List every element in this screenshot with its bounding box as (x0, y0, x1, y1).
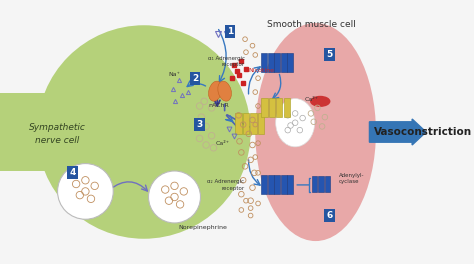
Circle shape (57, 164, 113, 219)
FancyBboxPatch shape (276, 98, 283, 117)
Text: Smooth muscle cell: Smooth muscle cell (266, 20, 356, 29)
Text: 6: 6 (327, 211, 333, 220)
Text: 2: 2 (192, 74, 198, 83)
FancyBboxPatch shape (311, 176, 317, 192)
FancyBboxPatch shape (268, 175, 273, 195)
Text: α₂ Adrenergic
receptor: α₂ Adrenergic receptor (207, 179, 244, 191)
FancyBboxPatch shape (269, 98, 275, 117)
Text: Ca²⁺: Ca²⁺ (305, 97, 319, 102)
Circle shape (148, 171, 201, 223)
FancyBboxPatch shape (262, 98, 268, 117)
Text: 1: 1 (227, 27, 233, 36)
Text: nAChR: nAChR (209, 103, 229, 108)
FancyArrow shape (369, 119, 426, 145)
Ellipse shape (255, 23, 376, 241)
Text: 5: 5 (327, 50, 333, 59)
Text: Ca²⁺: Ca²⁺ (215, 141, 229, 146)
FancyBboxPatch shape (262, 53, 267, 72)
FancyBboxPatch shape (281, 175, 287, 195)
Ellipse shape (276, 98, 315, 147)
FancyBboxPatch shape (250, 113, 256, 134)
Text: 3: 3 (196, 120, 203, 129)
Text: Sympathetic
nerve cell: Sympathetic nerve cell (29, 123, 86, 145)
Ellipse shape (37, 25, 251, 239)
Ellipse shape (209, 81, 222, 101)
FancyBboxPatch shape (325, 176, 330, 192)
Ellipse shape (218, 81, 231, 101)
FancyBboxPatch shape (268, 53, 273, 72)
Text: Nicotine: Nicotine (249, 68, 275, 73)
Text: α₁ Adrenergic
receptor: α₁ Adrenergic receptor (208, 56, 245, 67)
FancyBboxPatch shape (284, 98, 290, 117)
FancyBboxPatch shape (243, 113, 249, 134)
FancyBboxPatch shape (287, 53, 293, 72)
Text: 4: 4 (69, 168, 75, 177)
Text: Norepinephrine: Norepinephrine (178, 225, 227, 229)
FancyBboxPatch shape (235, 113, 242, 134)
FancyBboxPatch shape (318, 176, 324, 192)
Text: Adenylyl-
cyclase: Adenylyl- cyclase (339, 173, 365, 184)
FancyBboxPatch shape (287, 175, 293, 195)
FancyBboxPatch shape (274, 53, 280, 72)
FancyBboxPatch shape (262, 175, 267, 195)
FancyBboxPatch shape (0, 10, 440, 254)
Ellipse shape (310, 96, 330, 107)
FancyBboxPatch shape (257, 113, 264, 134)
FancyBboxPatch shape (281, 53, 287, 72)
Text: Na⁺: Na⁺ (169, 72, 181, 77)
FancyBboxPatch shape (274, 175, 280, 195)
FancyBboxPatch shape (0, 93, 74, 171)
Text: Vasoconstriction: Vasoconstriction (374, 127, 472, 137)
